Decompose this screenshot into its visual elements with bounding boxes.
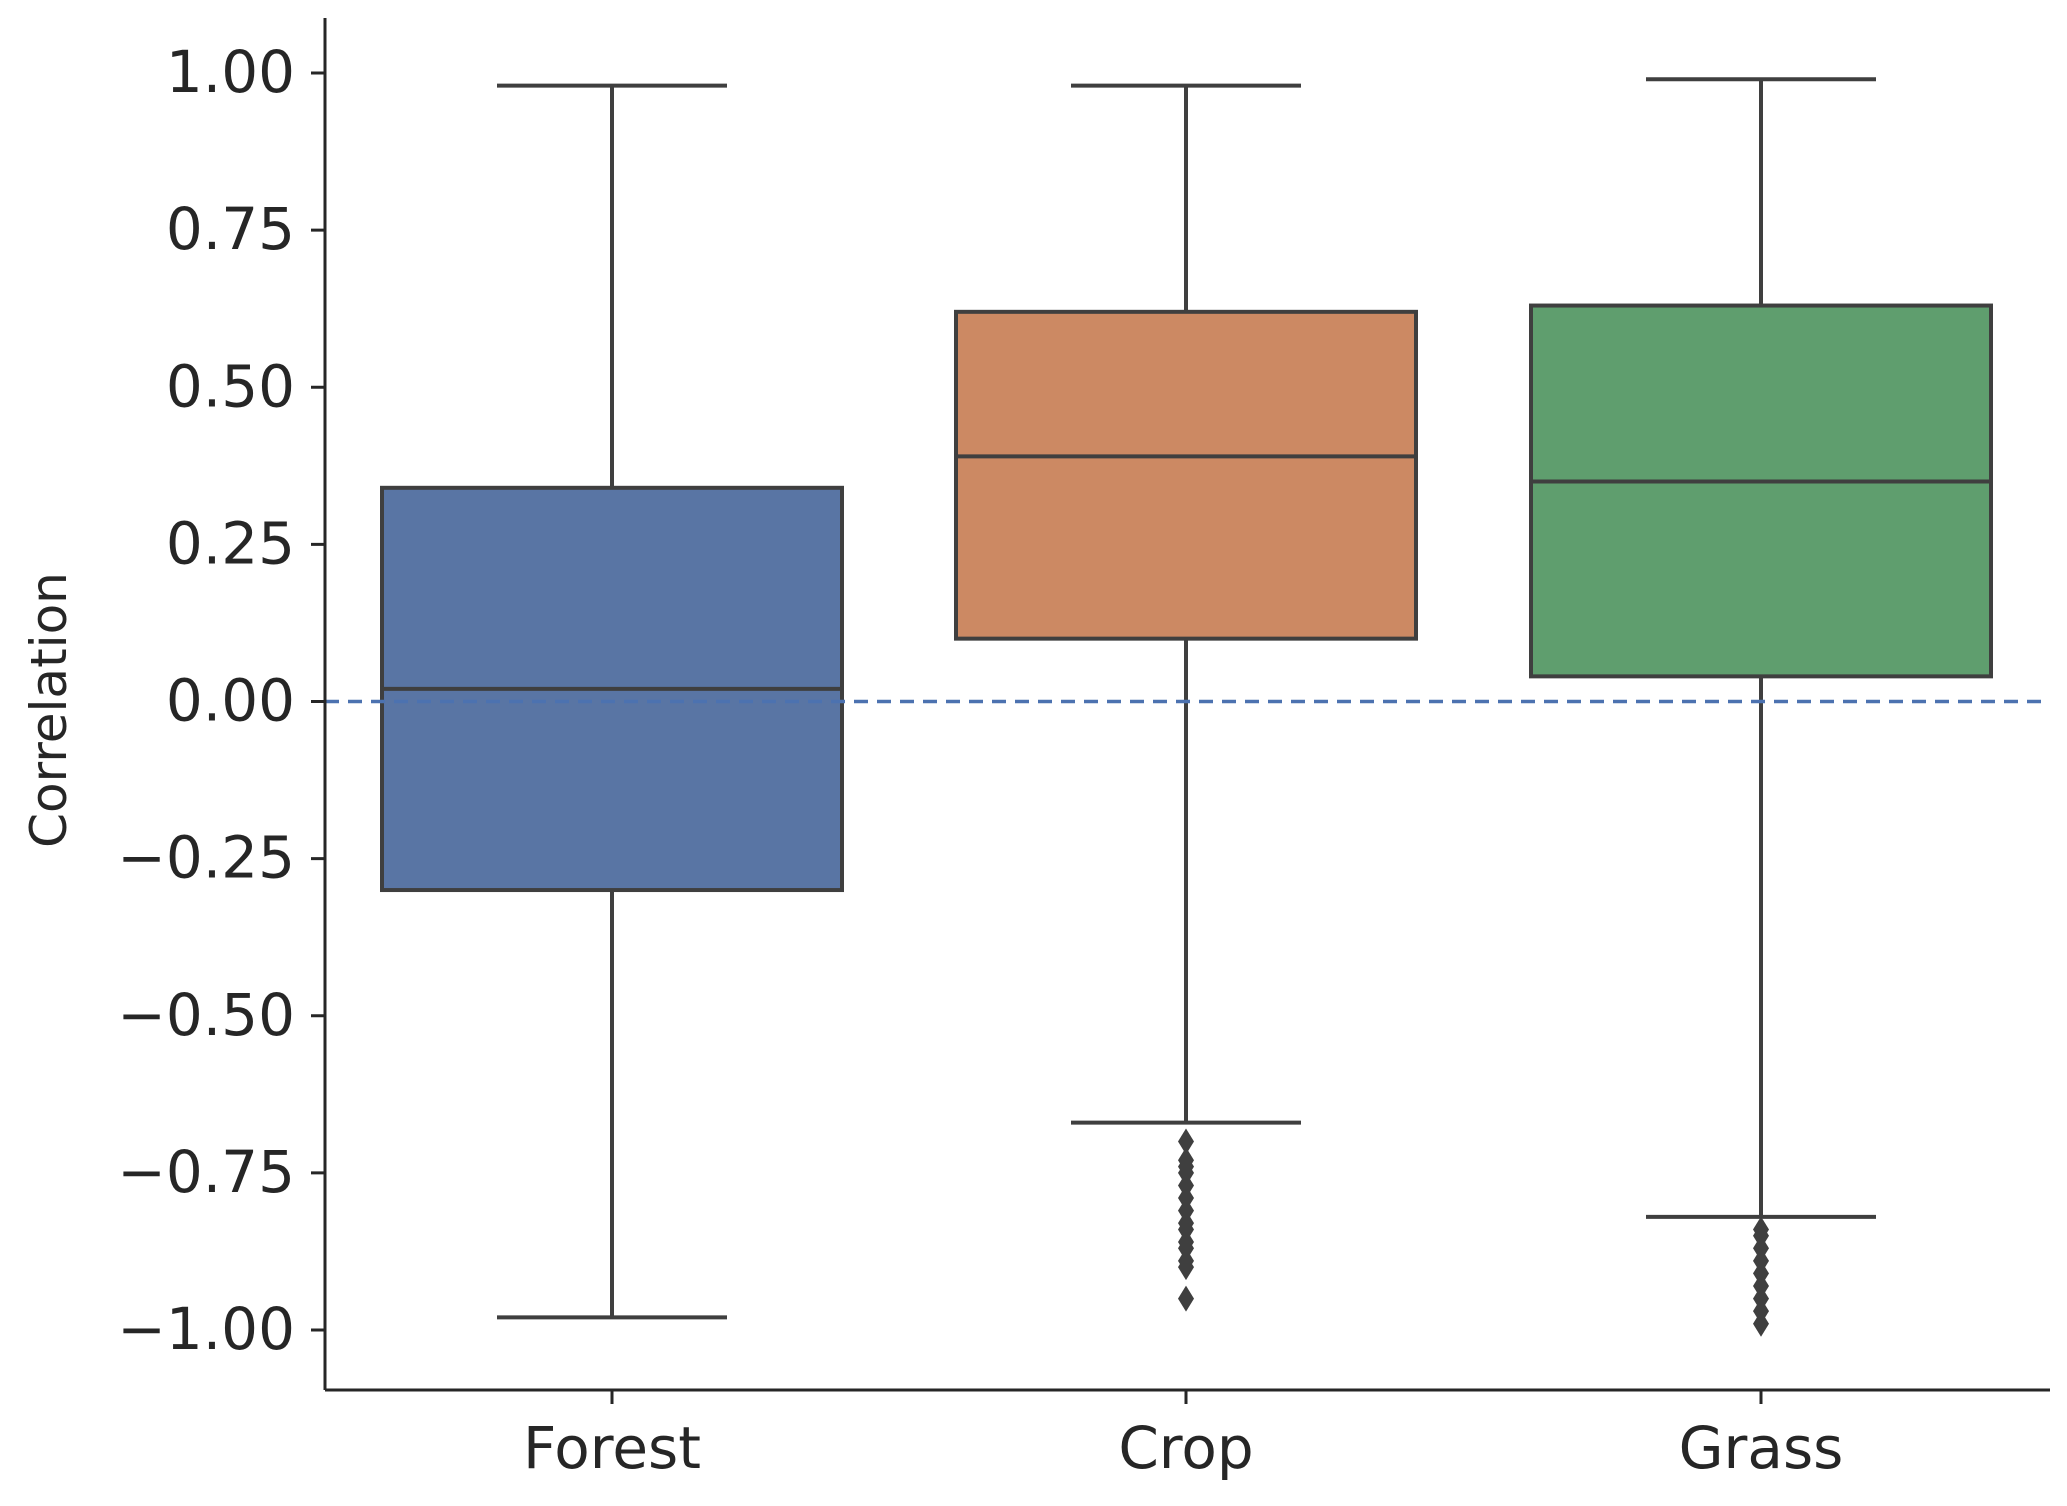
y-tick-label: 0.50 bbox=[166, 352, 295, 420]
box-grass bbox=[1529, 77, 1993, 1337]
box-body bbox=[1529, 303, 1993, 679]
y-tick-label: −0.75 bbox=[117, 1138, 295, 1206]
y-tick-label: −1.00 bbox=[117, 1295, 295, 1363]
y-tick-label: −0.25 bbox=[117, 824, 295, 892]
y-axis-label: Correlation bbox=[20, 572, 78, 848]
y-tick-label: 0.25 bbox=[166, 509, 295, 577]
outlier-point bbox=[1178, 1128, 1194, 1155]
y-tick-label: 1.00 bbox=[166, 38, 295, 106]
box-forest bbox=[380, 83, 844, 1320]
x-ticks-layer: Forest Crop Grass bbox=[523, 1390, 1843, 1482]
x-tick-label: Forest bbox=[523, 1414, 701, 1482]
box-crop bbox=[954, 83, 1418, 1312]
y-tick-label: −0.50 bbox=[117, 981, 295, 1049]
box-body bbox=[954, 309, 1418, 641]
y-tick-label: 0.00 bbox=[166, 667, 295, 735]
y-ticks-layer: 1.00 0.75 0.50 0.25 0.00 −0.25 −0.50 −0.75 −1.00 bbox=[117, 38, 325, 1363]
outlier-point bbox=[1178, 1285, 1194, 1312]
y-tick-label: 0.75 bbox=[166, 195, 295, 263]
outlier-point bbox=[1753, 1310, 1769, 1337]
outlier-point bbox=[1178, 1254, 1194, 1281]
x-tick-label: Grass bbox=[1679, 1414, 1844, 1482]
boxes-layer bbox=[380, 77, 1993, 1337]
x-tick-label: Crop bbox=[1118, 1414, 1253, 1482]
